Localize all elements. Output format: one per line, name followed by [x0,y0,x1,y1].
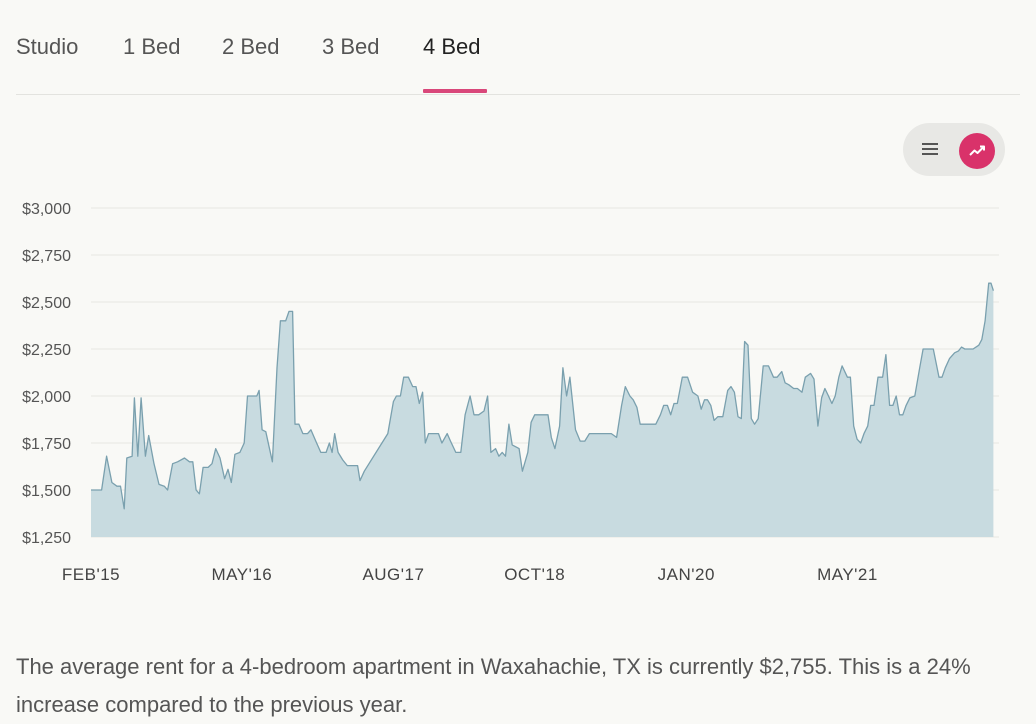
chart-view-button[interactable] [959,133,995,169]
trending-up-icon [969,145,985,156]
y-tick-label: $2,750 [22,248,71,265]
tab-3-bed[interactable]: 3 Bed [322,34,380,59]
tab-2-bed[interactable]: 2 Bed [222,34,280,59]
x-tick-label: OCT'18 [504,565,565,584]
active-tab-indicator [423,89,487,93]
y-tick-label: $3,000 [22,201,71,218]
y-tick-label: $2,500 [22,295,71,312]
x-tick-label: JAN'20 [658,565,715,584]
tab-1-bed[interactable]: 1 Bed [123,34,181,59]
x-tick-label: MAY'21 [817,565,878,584]
y-tick-label: $1,500 [22,483,71,500]
x-tick-label: MAY'16 [212,565,273,584]
list-view-icon[interactable] [918,137,942,161]
x-tick-label: FEB'15 [62,565,120,584]
tab-studio[interactable]: Studio [16,34,79,59]
x-tick-label: AUG'17 [362,565,424,584]
y-tick-label: $2,250 [22,342,71,359]
rent-summary: The average rent for a 4-bedroom apartme… [16,654,971,717]
y-tick-label: $1,250 [22,530,71,547]
tab-4-bed[interactable]: 4 Bed [423,34,481,59]
rent-chart: $1,250 $1,500 $1,750 $2,000 $2,250 $2,500 $2,7… [22,201,999,584]
rent-line [91,282,995,510]
y-tick-label: $1,750 [22,436,71,453]
view-toggle [903,123,1005,176]
rent-area [91,283,994,537]
y-tick-label: $2,000 [22,389,71,406]
bedroom-tabs: Studio 1 Bed 2 Bed 3 Bed 4 Bed [16,0,1020,95]
